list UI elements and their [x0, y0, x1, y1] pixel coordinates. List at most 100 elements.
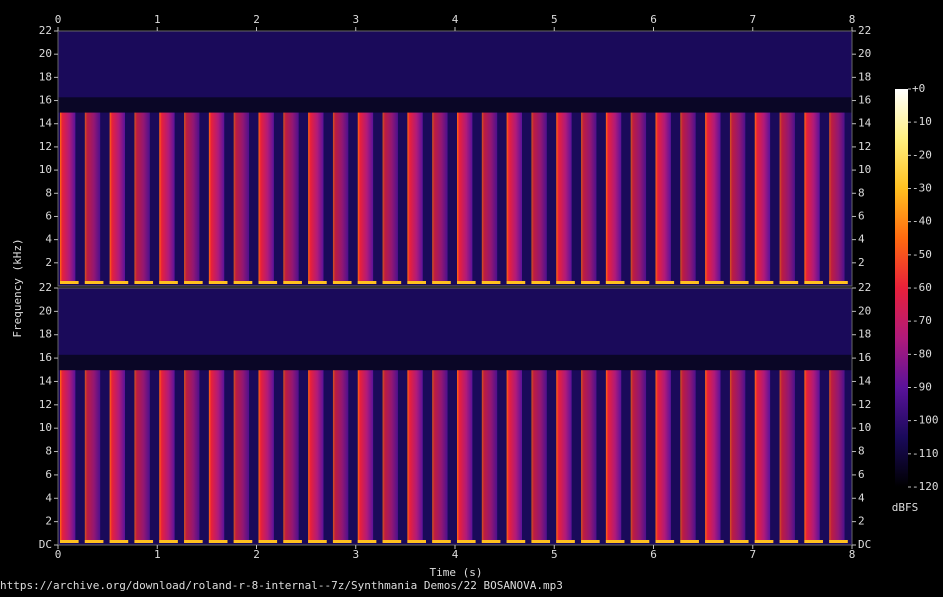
onset-burst	[134, 370, 150, 543]
y-tick-label: 18	[39, 70, 52, 83]
y-tick-label: DC	[39, 538, 52, 551]
x-tick-label: 7	[749, 548, 756, 561]
onset-low	[184, 540, 203, 543]
onset-burst	[382, 112, 398, 284]
onset-burst	[184, 112, 200, 284]
onset-low	[432, 540, 451, 543]
y-tick-label-right: 22	[858, 24, 871, 37]
colorbar-tick-label: -60	[912, 281, 932, 294]
onset-burst	[258, 112, 274, 284]
y-tick-label: 14	[39, 117, 53, 130]
onset-burst	[605, 370, 622, 543]
onset-burst	[754, 112, 771, 284]
y-tick-label: 6	[45, 468, 52, 481]
onset-low	[109, 540, 129, 543]
onset-low	[159, 540, 178, 543]
onset-low	[60, 281, 79, 284]
onset-burst	[283, 112, 299, 284]
noise-band	[58, 354, 852, 371]
onset-low	[630, 540, 650, 543]
onset-low	[556, 540, 575, 543]
onset-low	[581, 281, 600, 284]
onset-burst	[233, 112, 250, 284]
y-tick-label: 8	[45, 186, 52, 199]
colorbar-tick-label: -50	[912, 248, 932, 261]
onset-burst	[581, 112, 597, 284]
onset-burst	[109, 370, 126, 543]
onset-low	[804, 540, 823, 543]
onset-low	[779, 281, 799, 284]
onset-burst	[630, 112, 647, 284]
y-tick-label-right: 10	[858, 421, 871, 434]
x-tick-label: 2	[253, 548, 260, 561]
onset-burst	[729, 112, 746, 284]
onset-burst	[630, 370, 647, 543]
onset-low	[233, 281, 253, 284]
onset-low	[754, 540, 774, 543]
onset-burst	[556, 370, 572, 543]
colorbar-tick-label: -30	[912, 182, 932, 195]
onset-low	[457, 281, 476, 284]
onset-low	[109, 281, 129, 284]
onset-low	[382, 281, 402, 284]
onset-low	[407, 281, 426, 284]
onset-low	[208, 540, 228, 543]
y-tick-label: 16	[39, 351, 52, 364]
onset-burst	[457, 370, 473, 543]
onset-low	[332, 281, 352, 284]
onset-burst	[208, 112, 225, 284]
onset-burst	[829, 112, 845, 284]
y-tick-label: 4	[45, 491, 52, 504]
onset-burst	[754, 370, 771, 543]
onset-burst	[531, 370, 547, 543]
y-tick-label-right: 10	[858, 163, 871, 176]
y-tick-label: 20	[39, 304, 52, 317]
y-tick-label-right: DC	[858, 538, 871, 551]
onset-low	[655, 281, 675, 284]
onset-low	[208, 281, 228, 284]
y-tick-label-right: 14	[858, 374, 872, 387]
y-tick-label-right: 16	[858, 351, 871, 364]
x-tick-label: 5	[551, 548, 558, 561]
onset-low	[481, 281, 501, 284]
colorbar-label: dBFS	[892, 501, 919, 514]
onset-low	[531, 540, 551, 543]
onset-low	[184, 281, 203, 284]
y-tick-label: 2	[45, 515, 52, 528]
onset-low	[829, 540, 848, 543]
colorbar	[895, 89, 908, 487]
onset-low	[729, 540, 749, 543]
x-tick-label-top: 8	[849, 13, 856, 26]
onset-low	[605, 540, 625, 543]
colorbar-tick-label: -90	[912, 381, 932, 394]
onset-low	[581, 540, 600, 543]
onset-burst	[407, 370, 423, 543]
onset-burst	[332, 112, 349, 284]
onset-low	[457, 540, 476, 543]
onset-burst	[829, 370, 845, 543]
onset-low	[283, 540, 302, 543]
onset-burst	[705, 370, 721, 543]
onset-low	[308, 281, 327, 284]
onset-burst	[705, 112, 721, 284]
onset-burst	[655, 112, 671, 284]
onset-burst	[804, 112, 820, 284]
onset-low	[779, 540, 799, 543]
x-tick-label: 6	[650, 548, 657, 561]
onset-burst	[655, 370, 671, 543]
y-tick-label-right: 12	[858, 398, 871, 411]
onset-burst	[60, 112, 76, 284]
file-path: https://archive.org/download/roland-r-8-…	[0, 579, 563, 592]
onset-low	[804, 281, 823, 284]
y-tick-label: 12	[39, 140, 52, 153]
y-tick-label-right: 16	[858, 94, 871, 107]
onset-low	[60, 540, 79, 543]
y-tick-label: 18	[39, 328, 52, 341]
onset-burst	[506, 112, 523, 284]
y-tick-label: 22	[39, 281, 52, 294]
onset-burst	[84, 370, 101, 543]
noise-band	[58, 97, 852, 113]
onset-burst	[432, 370, 448, 543]
y-tick-label-right: 18	[858, 328, 871, 341]
onset-burst	[605, 112, 622, 284]
